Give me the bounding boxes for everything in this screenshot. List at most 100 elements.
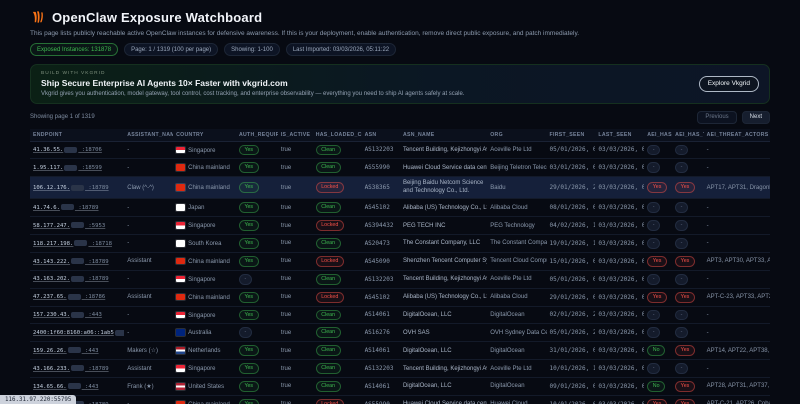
endpoint-port: :18789 bbox=[85, 365, 109, 372]
last-seen-cell: 03/03/2026, 00:15:34 bbox=[595, 216, 645, 235]
country-cell: Japan bbox=[173, 198, 236, 218]
org-cell: Aceville Pte Ltd bbox=[487, 270, 547, 289]
last-seen-cell: 03/03/2026, 00:12:34 bbox=[595, 306, 645, 325]
table-header-row: ENDPOINTASSISTANT_NAMECOUNTRYAUTH_REQUIR… bbox=[30, 128, 770, 142]
column-header-first-seen: FIRST_SEEN bbox=[546, 128, 596, 142]
asn-name-cell: DigitalOcean, LLC bbox=[399, 306, 488, 325]
country-cell: Singapore bbox=[173, 216, 236, 235]
breach-pill: Yes bbox=[647, 255, 667, 267]
auth-required-cell: Yes bbox=[235, 176, 278, 200]
endpoint-ip: 159.26.26. bbox=[33, 347, 67, 354]
endpoint-link[interactable]: 43.163.202. :18789 bbox=[33, 275, 109, 283]
auth-required-pill: Yes bbox=[238, 398, 259, 404]
auth-required-cell: Yes bbox=[235, 141, 278, 160]
next-page-button[interactable]: Next bbox=[741, 110, 770, 124]
endpoint-link[interactable]: 1.95.117. :18599 bbox=[33, 164, 102, 171]
asn-cell: AS45090 bbox=[361, 252, 400, 271]
table-row: 58.177.247. :5953 - Singapore Yes true Locked… bbox=[30, 216, 770, 235]
is-active-cell: true bbox=[277, 198, 313, 218]
endpoint-link[interactable]: 47.237.65. :18786 bbox=[33, 293, 105, 300]
aei-threat-actors-cell: APT17, APT31, DragonFly, El Machete, GXX bbox=[703, 176, 770, 200]
explore-vkgrid-button[interactable]: Explore Vkgrid bbox=[698, 75, 759, 92]
endpoint-link[interactable]: 41.74.6. :18789 bbox=[33, 204, 99, 211]
endpoint-link[interactable]: 41.36.55. :18706 bbox=[33, 146, 102, 153]
aei-has-breach-cell: Yes bbox=[644, 176, 673, 200]
has-loaded-creds-cell: Clean bbox=[312, 270, 362, 289]
endpoint-link[interactable]: 106.12.176. :18789 bbox=[33, 184, 109, 191]
org-cell: The Constant Company bbox=[487, 234, 547, 253]
endpoint-link[interactable]: 43.166.233. :18789 bbox=[33, 365, 109, 372]
breach-pill: - bbox=[647, 162, 661, 174]
pagination-controls: Previous Next bbox=[697, 110, 770, 124]
asn-cell: AS55990 bbox=[361, 158, 400, 178]
endpoint-cell: 118.217.198. :18718 bbox=[30, 234, 125, 253]
creds-status-pill: Clean bbox=[315, 144, 341, 156]
aei-threat-actors-cell: APT-C-23, APT33, APT28, APT35, APT31, AP bbox=[703, 288, 770, 307]
creds-status-pill: Locked bbox=[315, 255, 344, 267]
endpoint-cell: 47.237.65. :18786 bbox=[30, 288, 125, 307]
asn-name-cell: Beijing Baidu Netcom Science and Technol… bbox=[399, 176, 488, 200]
endpoint-link[interactable]: 2400:1f60:8160:a06::1ab5 :18789 bbox=[33, 329, 125, 336]
endpoint-cell: 41.74.6. :18789 bbox=[30, 198, 125, 218]
asn-cell: AS132203 bbox=[361, 141, 400, 160]
aei-has-threat-actor-cell: - bbox=[672, 158, 704, 178]
org-cell: Tencent Cloud Computing bbox=[487, 252, 547, 271]
asn-cell: AS14061 bbox=[361, 306, 400, 325]
country-name: South Korea bbox=[188, 240, 222, 247]
aei-has-threat-actor-cell: - bbox=[672, 141, 704, 160]
redacted-ip-segment bbox=[67, 383, 81, 390]
asn-cell: AS45102 bbox=[361, 288, 400, 307]
breach-pill: - bbox=[647, 238, 661, 249]
auth-required-pill: Yes bbox=[238, 182, 259, 194]
previous-page-button[interactable]: Previous bbox=[697, 110, 737, 124]
promo-eyebrow: BUILD WITH VKGRID bbox=[41, 71, 106, 76]
country-name: Japan bbox=[188, 205, 205, 212]
endpoint-link[interactable]: 118.217.198. :18718 bbox=[33, 240, 112, 247]
endpoint-port: :18789 bbox=[85, 258, 109, 265]
first-seen-cell: 15/01/2026, 08:22:41 bbox=[546, 252, 596, 271]
redacted-ip-segment bbox=[67, 293, 81, 300]
asn-name-cell: Tencent Building, Kejizhongyi Avenue bbox=[399, 359, 488, 378]
aei-threat-actors-cell: - bbox=[703, 216, 770, 235]
endpoint-link[interactable]: 58.177.247. :5953 bbox=[33, 222, 105, 229]
endpoint-port: :18718 bbox=[88, 240, 112, 247]
endpoint-ip: 106.12.176. bbox=[33, 185, 71, 191]
aei-has-threat-actor-cell: Yes bbox=[672, 395, 704, 404]
aei-threat-actors-cell: - bbox=[703, 306, 770, 325]
endpoint-link[interactable]: 159.26.26. :443 bbox=[33, 347, 99, 354]
has-loaded-creds-cell: Clean bbox=[312, 359, 362, 378]
has-loaded-creds-cell: Locked bbox=[312, 288, 362, 307]
has-loaded-creds-cell: Clean bbox=[312, 198, 362, 218]
threat-actor-pill: Yes bbox=[675, 255, 695, 267]
country-name: Singapore bbox=[188, 147, 216, 154]
country-cell: Netherlands bbox=[173, 341, 236, 361]
assistant-name-cell: - bbox=[124, 323, 174, 343]
org-cell: OVH Sydney Data Center bbox=[487, 323, 547, 343]
aei-has-breach-cell: - bbox=[644, 216, 673, 235]
last-seen-cell: 03/03/2026, 00:15:34 bbox=[595, 395, 645, 404]
aei-threat-actors-cell: APT-C-21, APT26, Cobalt Group, Equation bbox=[703, 395, 770, 404]
aei-threat-actors-cell: - bbox=[703, 359, 770, 378]
creds-status-pill: Locked bbox=[315, 182, 344, 194]
endpoint-link[interactable]: 134.65.66. :443 bbox=[33, 383, 99, 390]
assistant-name-cell: - bbox=[124, 158, 174, 178]
endpoint-port: :18789 bbox=[85, 185, 109, 191]
table-meta-row: Showing page 1 of 1319 Previous Next bbox=[30, 110, 770, 124]
is-active-cell: true bbox=[277, 341, 313, 361]
country-name: Singapore bbox=[188, 365, 216, 372]
first-seen-cell: 05/01/2026, 21:58:42 bbox=[546, 323, 596, 343]
endpoint-link[interactable]: 43.143.222. :18789 bbox=[33, 258, 109, 265]
aei-has-breach-cell: Yes bbox=[644, 288, 673, 307]
country-name: China mainland bbox=[188, 165, 230, 172]
endpoint-ip: 58.177.247. bbox=[33, 222, 71, 229]
endpoint-port: :18789 bbox=[85, 276, 109, 283]
breach-pill: - bbox=[647, 144, 661, 156]
asn-cell: AS16276 bbox=[361, 323, 400, 343]
column-header-is-active: IS_ACTIVE bbox=[277, 128, 313, 142]
aei-threat-actors-cell: - bbox=[703, 234, 770, 253]
aei-threat-actors-cell: - bbox=[703, 141, 770, 160]
country-cell: China mainland bbox=[173, 288, 236, 307]
endpoint-link[interactable]: 157.230.43. :443 bbox=[33, 311, 102, 318]
auth-required-cell: Yes bbox=[235, 158, 278, 178]
endpoint-cell: 157.230.43. :443 bbox=[30, 306, 125, 325]
